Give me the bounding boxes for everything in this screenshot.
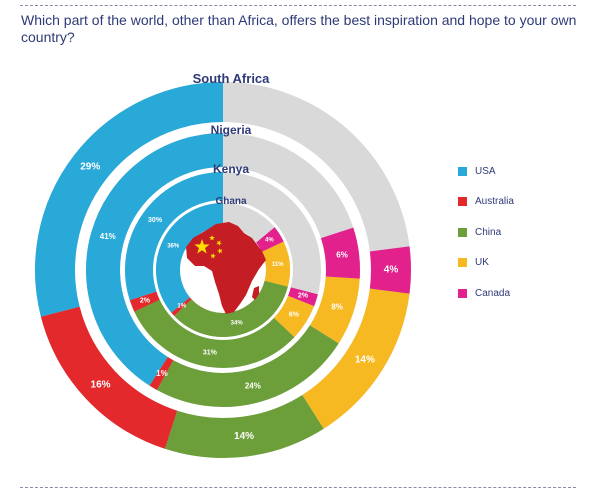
label-ghana-china: 34% xyxy=(231,320,244,326)
label-ghana-uk: 11% xyxy=(272,262,284,268)
segment-nigeria-usa xyxy=(86,133,224,386)
ring-label-south-africa: South Africa xyxy=(193,71,271,86)
legend-swatch-usa xyxy=(458,166,467,176)
segment-south-africa-uk xyxy=(301,288,410,429)
segment-south-africa-australia xyxy=(40,306,178,449)
segment-kenya-australia xyxy=(129,291,160,312)
label-nigeria-canada: 6% xyxy=(336,250,348,259)
label-kenya-canada: 2% xyxy=(298,292,309,299)
label-nigeria-australia: 1% xyxy=(156,369,168,378)
top-divider xyxy=(20,5,576,6)
label-kenya-usa: 30% xyxy=(148,217,163,224)
label-south-africa-australia: 16% xyxy=(91,380,111,391)
label-south-africa-uk: 14% xyxy=(355,355,375,366)
segment-kenya-china xyxy=(134,299,295,368)
africa-map-china-flag-icon xyxy=(186,222,266,314)
segment-south-africa-canada xyxy=(369,246,411,294)
label-kenya-australia: 2% xyxy=(140,297,151,304)
label-kenya-china: 31% xyxy=(203,349,218,356)
segment-kenya-usa xyxy=(125,172,224,301)
label-south-africa-china: 14% xyxy=(234,431,254,442)
label-kenya-uk: 6% xyxy=(289,312,300,319)
label-nigeria-uk: 8% xyxy=(331,303,343,312)
legend-item-australia: Australia xyxy=(458,196,514,207)
segment-kenya-uk xyxy=(273,295,315,338)
segment-ghana-canada xyxy=(255,227,284,253)
legend: USA Australia China UK Canada xyxy=(458,166,514,319)
segment-nigeria-australia xyxy=(149,356,174,391)
segment-kenya-canada xyxy=(288,287,318,307)
bottom-divider xyxy=(20,487,576,488)
segment-ghana-australia xyxy=(171,297,192,316)
legend-item-canada: Canada xyxy=(458,287,514,299)
legend-label-uk: UK xyxy=(475,257,489,268)
legend-label-china: China xyxy=(475,226,502,238)
legend-swatch-canada xyxy=(458,288,467,298)
segment-ghana-usa xyxy=(156,203,224,313)
legend-swatch-australia xyxy=(458,197,467,206)
legend-label-australia: Australia xyxy=(475,196,514,207)
label-ghana-usa: 36% xyxy=(167,244,180,250)
legend-item-uk: UK xyxy=(458,257,514,268)
segment-ghana-china xyxy=(174,280,288,337)
ring-label-ghana: Ghana xyxy=(215,196,247,207)
segment-nigeria-china xyxy=(157,324,339,407)
legend-swatch-china xyxy=(458,227,467,237)
label-south-africa-usa: 29% xyxy=(80,162,100,173)
legend-swatch-uk xyxy=(458,258,467,267)
segment-ghana-uk xyxy=(261,241,290,287)
legend-item-china: China xyxy=(458,226,514,238)
label-south-africa-canada: 4% xyxy=(384,265,399,276)
label-ghana-australia: 1% xyxy=(177,303,186,309)
segment-south-africa-usa xyxy=(35,82,224,317)
legend-item-usa: USA xyxy=(458,165,514,177)
label-nigeria-china: 24% xyxy=(245,382,261,391)
segment-nigeria-canada xyxy=(320,227,360,279)
ring-label-nigeria: Nigeria xyxy=(211,123,252,137)
segment-nigeria-uk xyxy=(309,275,360,344)
label-nigeria-usa: 41% xyxy=(100,232,116,241)
ring-label-kenya: Kenya xyxy=(213,162,249,176)
legend-label-canada: Canada xyxy=(475,287,511,299)
chart-title: Which part of the world, other than Afri… xyxy=(21,12,577,45)
segment-south-africa-china xyxy=(164,394,324,458)
label-ghana-canada: 4% xyxy=(265,238,274,244)
legend-label-usa: USA xyxy=(475,165,496,177)
